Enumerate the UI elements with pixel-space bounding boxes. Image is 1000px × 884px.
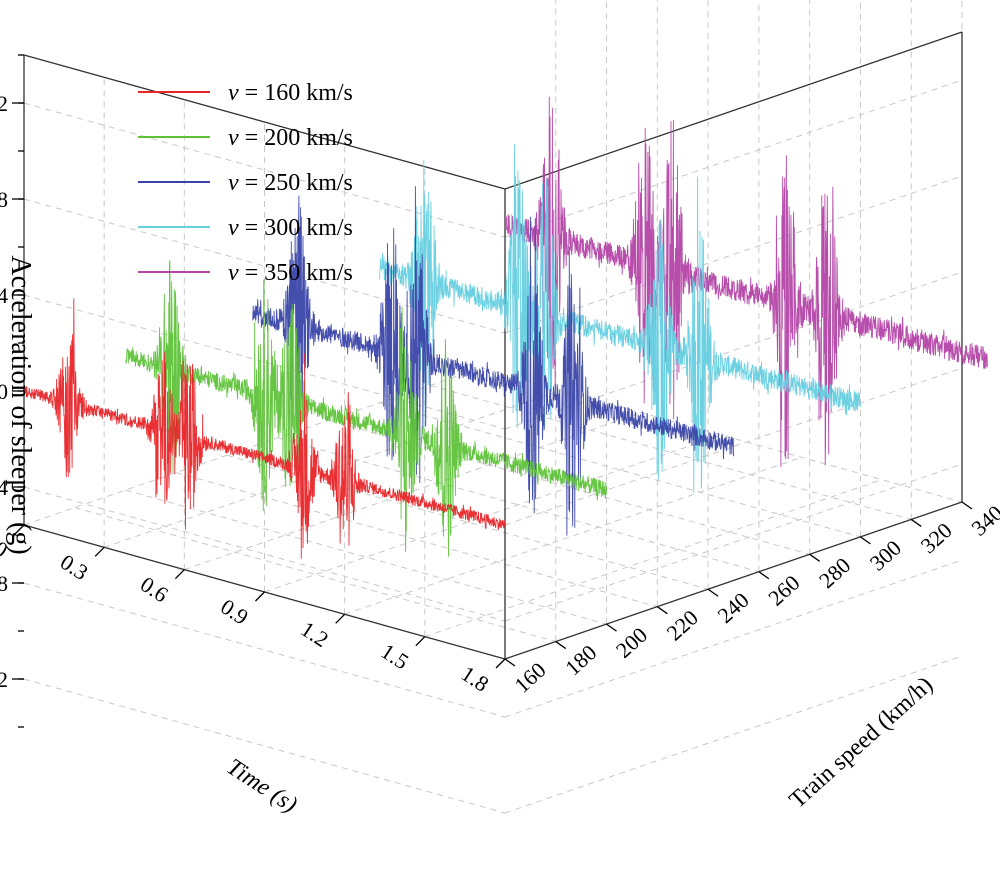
z-tick-mark [910,518,922,527]
z-axis-title: Train speed (km/h) [785,672,938,814]
frame-edge [23,54,506,190]
floor-grid-time [344,456,802,615]
wall-grid-acc [504,559,963,718]
frame-edge [504,501,963,660]
wall-grid-acc [504,655,963,814]
z-tick-mark [707,588,719,597]
legend-var: v [228,170,239,196]
legend-label-300: v = 300 km/s [228,215,353,241]
legend-label-250: v = 250 km/s [228,170,353,196]
floor-grid-time [104,389,562,548]
z-tick-label: 240 [712,587,753,628]
legend-rest: = 300 km/s [239,215,353,241]
floor-grid-time [184,412,642,571]
y-tick-label: -4 [0,475,8,500]
legend-label-160: v = 160 km/s [228,80,353,106]
series-line-200 [125,260,608,557]
y-tick-label: 4 [0,283,8,308]
series-line-350 [505,96,988,468]
z-tick-label: 300 [865,535,906,576]
y-tick-label: 0 [0,379,8,404]
series-line-300 [378,144,861,493]
floor-grid-time [424,479,882,638]
x-tick-label: 0.6 [136,571,173,607]
y-axis-title: Acceleration of sleeper (g) [5,255,36,554]
x-tick-label: 1.5 [377,638,414,674]
x-tick-label: 1.8 [457,661,494,697]
x-axis-title: Time (s) [222,754,302,818]
x-tick-mark [255,591,265,602]
z-tick-label: 180 [560,640,601,681]
series-layer [23,96,988,559]
legend-rest: = 160 km/s [239,80,353,106]
x-tick-mark [335,613,346,624]
z-tick-mark [961,501,973,510]
side-grid-acc [23,582,506,718]
z-tick-mark [656,606,668,615]
x-tick-label: 1.2 [296,616,333,652]
y-tick-label: -8 [0,571,8,596]
legend: v = 160 km/sv = 200 km/sv = 250 km/sv = … [138,80,353,286]
x-tick-label: 0.3 [56,549,93,585]
series-line-160 [23,298,506,559]
frame-edge [504,31,963,190]
z-tick-mark [504,658,516,667]
y-tick-label: -12 [0,667,8,692]
floor-grid-time [264,434,722,593]
x-tick-mark [415,636,426,647]
x-tick-mark [94,546,105,557]
z-tick-mark [860,536,871,545]
z-tick-label: 160 [509,657,550,698]
z-tick-label: 320 [916,518,957,559]
z-tick-label: 280 [814,552,855,593]
x-tick-mark [174,569,185,580]
legend-rest: = 200 km/s [239,125,353,151]
z-tick-mark [555,641,567,650]
z-tick-mark [606,623,617,632]
wall-grid-acc [504,79,963,238]
y-tick-label: 12 [0,91,8,116]
wall-grid-acc [504,463,963,622]
legend-var: v [228,80,239,106]
series-line-250 [252,186,734,536]
wall-grid-acc [504,175,963,334]
z-tick-label: 260 [763,570,804,611]
legend-var: v [228,215,239,241]
legend-label-200: v = 200 km/s [228,125,353,151]
y-tick-label: 8 [0,187,8,212]
z-tick-mark [809,553,821,562]
floor-grid-time [23,367,482,526]
legend-var: v [228,260,239,286]
wall-grid-acc [504,367,963,526]
x-tick-mark [14,524,25,535]
x-tick-mark [495,658,506,669]
legend-rest: = 250 km/s [239,170,353,196]
z-tick-label: 340 [966,500,1000,541]
legend-label-350: v = 350 km/s [228,260,353,286]
z-tick-mark [758,571,770,580]
z-tick-label: 200 [611,622,652,663]
legend-rest: = 350 km/s [239,260,353,286]
z-tick-label: 220 [662,605,703,646]
x-tick-label: 0.9 [216,594,253,630]
legend-var: v [228,125,239,151]
